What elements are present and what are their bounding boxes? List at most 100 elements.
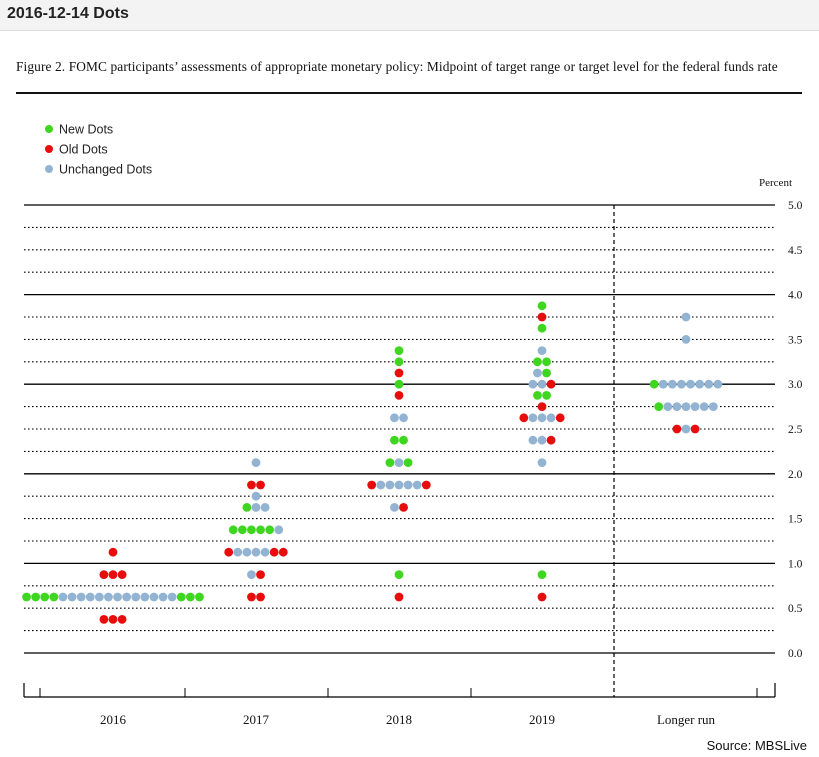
dot-unchanged bbox=[260, 547, 270, 557]
source-note: Source: MBSLive bbox=[706, 738, 807, 753]
dot-unchanged bbox=[699, 402, 709, 411]
dot-new bbox=[394, 570, 404, 579]
dot-new bbox=[533, 357, 542, 367]
dot-unchanged bbox=[251, 503, 261, 512]
dot-unchanged bbox=[251, 458, 261, 467]
dot-unchanged bbox=[663, 402, 673, 411]
dot-old bbox=[247, 592, 256, 602]
dot-unchanged bbox=[390, 503, 399, 512]
dot-unchanged bbox=[537, 458, 547, 467]
dot-old bbox=[537, 312, 547, 322]
dot-unchanged bbox=[76, 592, 86, 602]
dot-old bbox=[537, 592, 547, 602]
dot-old bbox=[278, 547, 288, 557]
dot-new bbox=[537, 323, 547, 333]
y-tick-label: 4.5 bbox=[788, 245, 803, 257]
dot-unchanged bbox=[251, 547, 261, 557]
dot-unchanged bbox=[158, 592, 168, 602]
dot-new bbox=[237, 525, 247, 535]
dot-unchanged bbox=[528, 379, 538, 389]
y-tick-label: 1.5 bbox=[788, 514, 803, 526]
dot-new bbox=[403, 458, 413, 467]
dot-new bbox=[390, 435, 399, 445]
dot-unchanged bbox=[412, 480, 422, 490]
dot-unchanged bbox=[533, 368, 542, 378]
dot-old bbox=[537, 402, 547, 411]
dot-old bbox=[690, 424, 700, 434]
dot-new bbox=[242, 503, 252, 512]
dot-old bbox=[367, 480, 377, 490]
dot-unchanged bbox=[681, 312, 691, 322]
y-tick-label: 2.0 bbox=[788, 469, 803, 481]
dots bbox=[22, 301, 723, 624]
dot-new bbox=[256, 525, 265, 535]
dot-unchanged bbox=[58, 592, 68, 602]
dot-unchanged bbox=[85, 592, 95, 602]
y-axis-label: Percent bbox=[759, 177, 792, 189]
dot-old bbox=[394, 592, 404, 602]
dot-unchanged bbox=[690, 402, 700, 411]
dot-old bbox=[99, 570, 109, 579]
dot-old bbox=[394, 391, 404, 400]
dot-unchanged bbox=[546, 413, 556, 423]
dot-unchanged bbox=[251, 491, 261, 501]
dot-unchanged bbox=[260, 503, 270, 512]
dot-new bbox=[394, 357, 404, 367]
dot-old bbox=[394, 368, 404, 378]
page-title: 2016-12-14 Dots bbox=[7, 5, 129, 22]
dot-new bbox=[394, 379, 404, 389]
dot-unchanged bbox=[94, 592, 104, 602]
dot-new bbox=[228, 525, 238, 535]
legend-marker-unchanged bbox=[45, 165, 53, 173]
legend-marker-old bbox=[45, 145, 53, 153]
dot-unchanged bbox=[242, 547, 252, 557]
dot-unchanged bbox=[140, 592, 150, 602]
legend-label-unchanged: Unchanged Dots bbox=[59, 163, 152, 177]
dot-new bbox=[265, 525, 275, 535]
dot-new bbox=[31, 592, 41, 602]
y-tick-label: 3.0 bbox=[788, 379, 803, 391]
y-tick-label: 4.0 bbox=[788, 290, 803, 302]
dot-unchanged bbox=[274, 525, 284, 535]
dot-old bbox=[99, 615, 109, 624]
dot-old bbox=[117, 570, 127, 579]
dot-unchanged bbox=[528, 413, 538, 423]
dot-old bbox=[256, 570, 265, 579]
dot-new bbox=[537, 301, 547, 311]
y-tick-label: 3.5 bbox=[788, 334, 803, 346]
dot-unchanged bbox=[167, 592, 177, 602]
dot-unchanged bbox=[149, 592, 159, 602]
dot-unchanged bbox=[376, 480, 386, 490]
dot-new bbox=[195, 592, 204, 602]
x-tick-label: 2017 bbox=[243, 712, 270, 727]
legend: New Dots Old Dots Unchanged Dots bbox=[45, 123, 152, 177]
header-bar: 2016-12-14 Dots bbox=[0, 0, 819, 31]
dot-new bbox=[399, 435, 408, 445]
dot-unchanged bbox=[708, 402, 718, 411]
dot-unchanged bbox=[681, 335, 691, 344]
dot-new bbox=[542, 357, 551, 367]
y-tick-label: 5.0 bbox=[788, 200, 803, 212]
x-tick-label: 2018 bbox=[386, 712, 412, 727]
dot-unchanged bbox=[537, 379, 547, 389]
dot-new bbox=[533, 391, 542, 400]
dot-new bbox=[649, 379, 659, 389]
dot-unchanged bbox=[528, 435, 538, 445]
dot-unchanged bbox=[686, 379, 695, 389]
dot-old bbox=[421, 480, 431, 490]
legend-label-old: Old Dots bbox=[59, 143, 108, 157]
dot-old bbox=[399, 503, 408, 512]
y-tick-label: 0.5 bbox=[788, 603, 803, 615]
dot-unchanged bbox=[537, 346, 547, 355]
dot-old bbox=[108, 570, 118, 579]
title-rule bbox=[16, 92, 802, 94]
dot-unchanged bbox=[399, 413, 408, 423]
dot-unchanged bbox=[672, 402, 682, 411]
dot-old bbox=[256, 480, 265, 490]
dot-new bbox=[247, 525, 256, 535]
dot-old bbox=[256, 592, 265, 602]
dot-old bbox=[108, 615, 118, 624]
dot-new bbox=[40, 592, 50, 602]
x-tick-label: 2016 bbox=[100, 712, 127, 727]
